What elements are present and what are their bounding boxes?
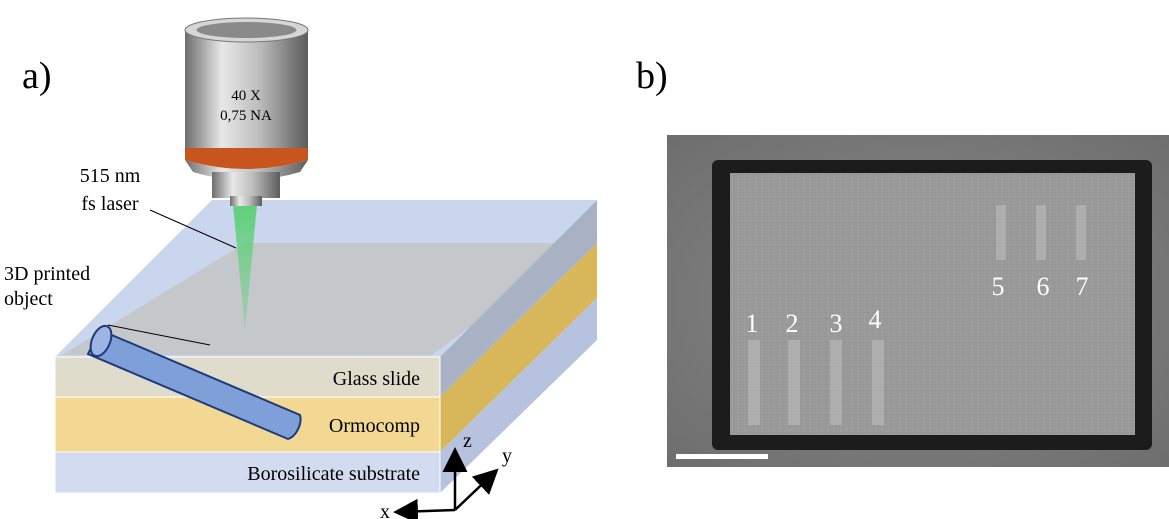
layer-label: Borosilicate substrate — [247, 463, 420, 485]
panel-label: a) — [22, 55, 52, 97]
axis-label: x — [380, 501, 390, 519]
panel-label: b) — [636, 55, 668, 97]
layer-label: Ormocomp — [329, 415, 420, 437]
structure-label: 4 — [869, 305, 882, 334]
structure-label: 5 — [992, 272, 1005, 301]
objective-label: 0,75 NA — [220, 108, 272, 124]
structure-label: 7 — [1076, 272, 1089, 301]
structure-label: 6 — [1037, 272, 1050, 301]
micrograph — [667, 135, 1169, 467]
structure-label: 1 — [746, 309, 759, 338]
figure: a) Glass slide Ormocomp Borosilicate sub… — [0, 0, 1169, 519]
structure-label: 2 — [786, 309, 799, 338]
layer-label: Glass slide — [333, 368, 420, 390]
axis-label: y — [502, 445, 512, 467]
structure-label: 3 — [830, 309, 843, 338]
object-label: 3D printed — [4, 263, 90, 285]
laser-label: 515 nm — [80, 165, 141, 187]
axis-label: z — [463, 430, 472, 452]
laser-label: fs laser — [81, 193, 139, 215]
objective-label: 40 X — [231, 88, 261, 104]
object-label: object — [4, 288, 53, 310]
